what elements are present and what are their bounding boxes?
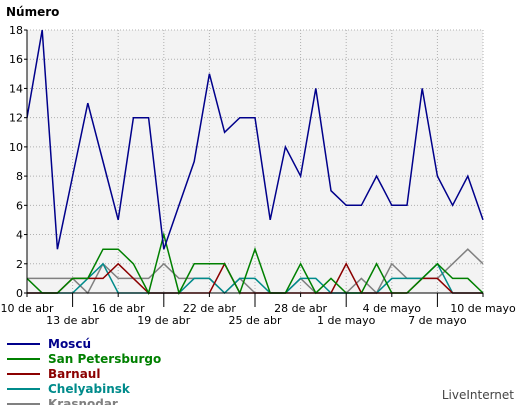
x-tick-label: 10 de abr xyxy=(1,302,54,315)
series-line-chelyabinsk xyxy=(27,262,483,295)
x-tick-label: 1 de mayo xyxy=(317,314,376,327)
grid xyxy=(26,29,484,294)
legend-label-moscu: Moscú xyxy=(48,337,91,351)
y-tick-label: 14 xyxy=(9,82,23,95)
x-tick-label: 13 de abr xyxy=(46,314,99,327)
x-tick-label: 16 de abr xyxy=(92,302,145,315)
y-axis-label: Número xyxy=(6,5,59,19)
series-line-moscu xyxy=(26,29,484,250)
x-tick-label: 19 de abr xyxy=(137,314,190,327)
y-tick-label: 4 xyxy=(16,229,23,242)
axes: 0 2 4 6 8 10 12 14 16 18 10 de abr 16 de abr 22 de a… xyxy=(1,24,516,327)
y-tick-label: 18 xyxy=(9,24,23,37)
y-tick-label: 10 xyxy=(9,141,23,154)
liveinternet-brand: LiveInternet xyxy=(442,388,514,402)
x-tick-label: 4 de mayo xyxy=(363,302,422,315)
legend-label-san-petersburgo: San Petersburgo xyxy=(48,352,161,366)
legend-label-barnaul: Barnaul xyxy=(48,367,100,381)
x-tick-label: 28 de abr xyxy=(274,302,327,315)
x-tick-label: 7 de mayo xyxy=(408,314,467,327)
legend-label-chelyabinsk: Chelyabinsk xyxy=(48,382,131,396)
x-tick-label: 25 de abr xyxy=(229,314,282,327)
legend-label-krasnodar: Krasnodar xyxy=(48,397,118,405)
y-tick-label: 16 xyxy=(9,53,23,66)
y-tick-label: 6 xyxy=(16,199,23,212)
y-tick-label: 12 xyxy=(9,112,23,125)
y-tick-label: 8 xyxy=(16,170,23,183)
y-tick-label: 0 xyxy=(16,287,23,300)
x-tick-label: 22 de abr xyxy=(183,302,236,315)
x-tick-label: 10 de mayo xyxy=(450,302,516,315)
y-tick-label: 2 xyxy=(16,258,23,271)
